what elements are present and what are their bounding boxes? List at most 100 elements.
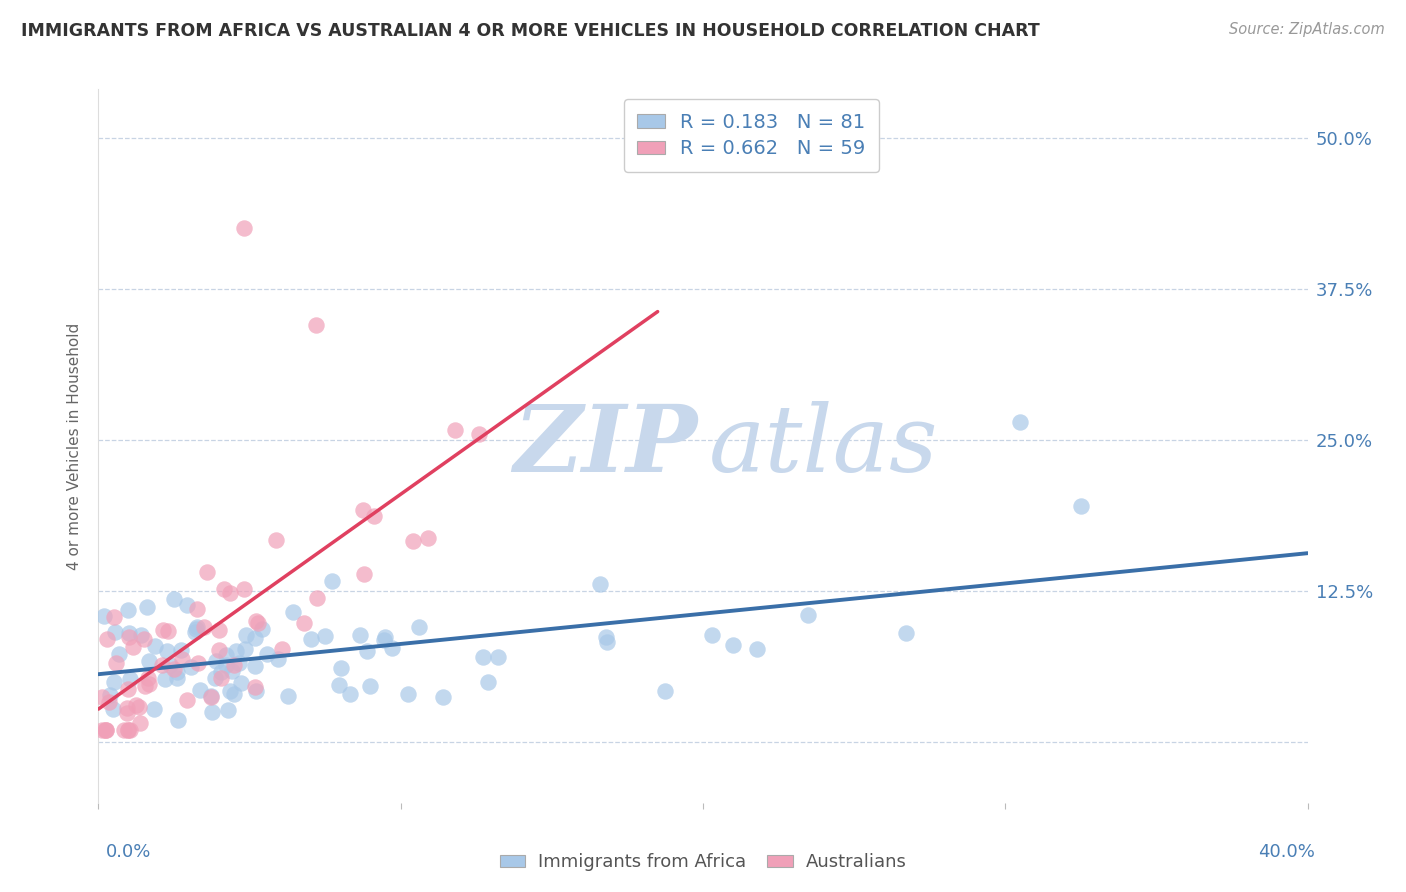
Text: 40.0%: 40.0% (1258, 843, 1315, 861)
Point (477, 675, 499, 690)
Point (219, 585, 242, 599)
Point (176, 693, 198, 707)
Point (222, 657, 245, 672)
Point (314, 629, 336, 643)
Point (595, 630, 617, 644)
Point (359, 680, 381, 694)
Point (468, 426, 491, 441)
Point (115, 701, 138, 715)
Point (232, 582, 254, 597)
Point (104, 656, 127, 670)
Point (176, 599, 198, 613)
Point (204, 671, 226, 685)
Point (208, 624, 231, 638)
Point (186, 619, 208, 633)
Point (232, 221, 254, 235)
Point (138, 676, 160, 690)
Legend: R = 0.183   N = 81, R = 0.662   N = 59: R = 0.183 N = 81, R = 0.662 N = 59 (624, 99, 879, 172)
Point (472, 650, 495, 665)
Point (117, 723, 139, 738)
Point (128, 700, 150, 714)
Point (243, 659, 266, 673)
Point (118, 626, 141, 640)
Point (305, 318, 328, 332)
Point (271, 641, 294, 656)
Point (156, 624, 179, 638)
Point (170, 642, 193, 657)
Text: atlas: atlas (709, 401, 939, 491)
Point (396, 687, 419, 701)
Point (129, 715, 152, 730)
Text: 0.0%: 0.0% (105, 843, 150, 861)
Point (134, 679, 156, 693)
Point (159, 657, 181, 672)
Point (486, 650, 509, 665)
Point (200, 689, 222, 703)
Point (98, 695, 121, 709)
Point (339, 687, 361, 701)
Point (163, 592, 186, 607)
Point (201, 705, 224, 719)
Point (215, 658, 238, 673)
Point (96, 632, 118, 646)
Point (349, 627, 371, 641)
Point (267, 652, 290, 666)
Point (156, 644, 179, 658)
Text: Source: ZipAtlas.com: Source: ZipAtlas.com (1229, 22, 1385, 37)
Point (135, 599, 157, 614)
Point (250, 622, 273, 636)
Point (408, 620, 430, 634)
Point (233, 642, 256, 657)
Point (188, 682, 211, 697)
Point (245, 614, 267, 628)
Point (152, 624, 174, 638)
Point (193, 619, 215, 633)
Point (129, 628, 152, 642)
Point (205, 654, 228, 668)
Point (166, 665, 188, 680)
Point (172, 652, 194, 666)
Point (235, 628, 257, 642)
Point (166, 672, 188, 686)
Point (104, 625, 127, 640)
Legend: Immigrants from Africa, Australians: Immigrants from Africa, Australians (492, 847, 914, 879)
Point (277, 689, 299, 703)
Point (143, 639, 166, 653)
Point (894, 626, 917, 640)
Point (246, 615, 269, 630)
Point (353, 566, 375, 581)
Point (90, 690, 112, 704)
Point (245, 631, 267, 645)
Point (94, 723, 117, 738)
Point (98, 688, 121, 702)
Point (118, 630, 141, 644)
Point (256, 648, 278, 662)
Text: ZIP: ZIP (513, 401, 697, 491)
Point (432, 690, 454, 704)
Point (363, 509, 385, 524)
Point (103, 610, 125, 624)
Point (94, 723, 117, 738)
Point (212, 582, 235, 596)
Point (245, 683, 267, 698)
Point (307, 591, 329, 605)
Point (125, 698, 148, 713)
Point (209, 671, 232, 685)
Point (264, 533, 287, 548)
Point (328, 678, 350, 692)
Point (195, 565, 218, 579)
Point (115, 706, 138, 720)
Point (796, 608, 818, 623)
Point (163, 662, 186, 676)
Point (221, 665, 243, 679)
Point (222, 687, 245, 701)
Point (654, 684, 676, 698)
Point (132, 632, 155, 646)
Point (121, 640, 143, 654)
Point (1010, 415, 1032, 429)
Point (745, 642, 768, 657)
Point (167, 714, 190, 728)
Point (108, 647, 131, 661)
Point (208, 643, 231, 657)
Point (112, 723, 135, 738)
